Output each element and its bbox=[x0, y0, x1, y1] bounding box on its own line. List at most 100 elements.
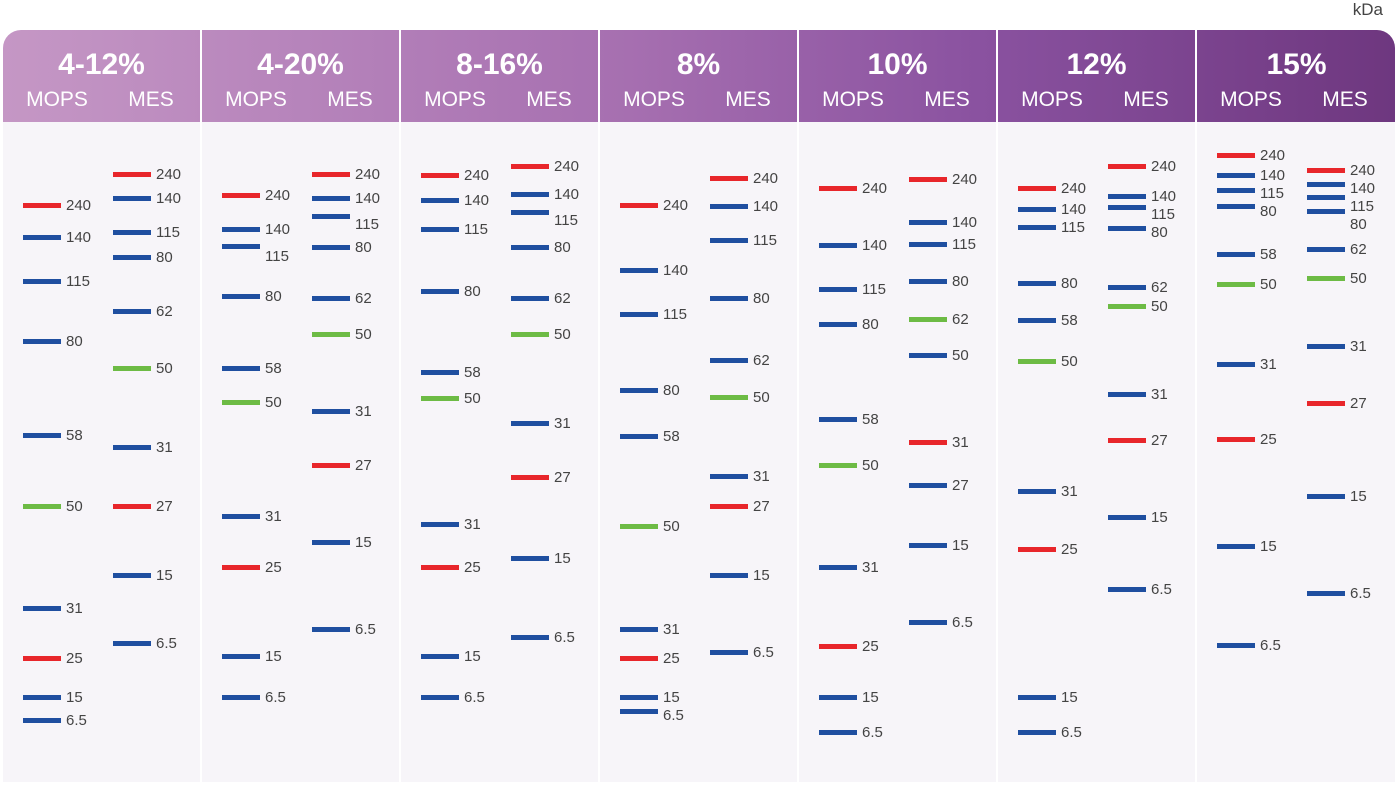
band-blue bbox=[113, 196, 151, 201]
band-label: 240 bbox=[753, 170, 779, 187]
band-label: 80 bbox=[1350, 216, 1367, 233]
band-blue bbox=[113, 230, 151, 235]
band-blue bbox=[1108, 285, 1146, 290]
band-label: 115 bbox=[554, 212, 578, 229]
band-blue bbox=[1018, 489, 1056, 494]
band-label: 240 bbox=[952, 171, 978, 188]
band-label: 58 bbox=[663, 428, 680, 445]
band-label: 115 bbox=[66, 273, 90, 290]
band-label: 31 bbox=[862, 559, 879, 576]
band-label: 31 bbox=[1260, 356, 1277, 373]
band-label: 115 bbox=[1350, 198, 1374, 215]
band-label: 15 bbox=[1260, 538, 1277, 555]
band-blue bbox=[421, 289, 459, 294]
band-blue bbox=[23, 606, 61, 611]
band-blue bbox=[1108, 392, 1146, 397]
band-label: 115 bbox=[952, 236, 976, 253]
gel-column-4-12pct: 4-12% MOPS 240 140 115 80 58 50 31 25 15 6.5 MES 240 1… bbox=[3, 30, 202, 782]
band-label: 25 bbox=[862, 638, 879, 655]
band-label: 15 bbox=[663, 689, 680, 706]
band-label: 58 bbox=[265, 360, 282, 377]
band-label: 115 bbox=[1151, 206, 1175, 223]
band-label: 25 bbox=[663, 650, 680, 667]
band-label: 25 bbox=[66, 650, 83, 667]
band-label: 6.5 bbox=[753, 644, 774, 661]
band-green bbox=[819, 463, 857, 468]
gel-title: 8-16% bbox=[456, 48, 543, 81]
band-label: 240 bbox=[1151, 158, 1177, 175]
band-green bbox=[1018, 359, 1056, 364]
band-label: 240 bbox=[1260, 147, 1286, 164]
band-blue bbox=[511, 635, 549, 640]
band-label: 25 bbox=[464, 559, 481, 576]
buffer-label-mes: MES bbox=[128, 88, 174, 111]
band-blue bbox=[421, 227, 459, 232]
band-blue bbox=[1307, 494, 1345, 499]
band-label: 50 bbox=[156, 360, 173, 377]
band-red bbox=[1307, 168, 1345, 173]
buffer-label-mes: MES bbox=[327, 88, 373, 111]
band-blue bbox=[1217, 643, 1255, 648]
band-blue bbox=[710, 650, 748, 655]
band-blue bbox=[909, 620, 947, 625]
band-blue bbox=[1108, 226, 1146, 231]
band-blue bbox=[819, 695, 857, 700]
band-blue bbox=[1217, 362, 1255, 367]
band-label: 240 bbox=[464, 167, 490, 184]
band-blue bbox=[1217, 252, 1255, 257]
band-label: 31 bbox=[952, 434, 969, 451]
band-red bbox=[1307, 401, 1345, 406]
band-label: 240 bbox=[554, 158, 580, 175]
band-label: 27 bbox=[952, 477, 969, 494]
band-label: 80 bbox=[66, 333, 83, 350]
band-label: 15 bbox=[753, 567, 770, 584]
band-label: 140 bbox=[156, 190, 182, 207]
band-blue bbox=[1307, 195, 1345, 200]
band-label: 15 bbox=[464, 648, 481, 665]
band-label: 140 bbox=[1061, 201, 1087, 218]
band-label: 50 bbox=[265, 394, 282, 411]
gel-column-8pct: 8% MOPS 240 140 115 80 58 50 31 25 15 6.5 MES 240 140 1… bbox=[600, 30, 799, 782]
band-blue bbox=[1018, 730, 1056, 735]
band-blue bbox=[222, 244, 260, 249]
band-label: 62 bbox=[952, 311, 969, 328]
band-red bbox=[312, 463, 350, 468]
band-green bbox=[113, 366, 151, 371]
band-label: 62 bbox=[355, 290, 372, 307]
band-blue bbox=[222, 294, 260, 299]
band-green bbox=[620, 524, 658, 529]
buffer-label-mops: MOPS bbox=[623, 88, 685, 111]
band-label: 115 bbox=[753, 232, 777, 249]
band-blue bbox=[312, 540, 350, 545]
band-blue bbox=[819, 565, 857, 570]
band-blue bbox=[620, 627, 658, 632]
band-blue bbox=[511, 296, 549, 301]
band-blue bbox=[1217, 173, 1255, 178]
band-label: 240 bbox=[355, 166, 381, 183]
band-blue bbox=[113, 445, 151, 450]
band-label: 15 bbox=[1350, 488, 1367, 505]
band-red bbox=[421, 565, 459, 570]
band-label: 58 bbox=[66, 427, 83, 444]
band-label: 80 bbox=[753, 290, 770, 307]
band-label: 50 bbox=[753, 389, 770, 406]
buffer-label-mops: MOPS bbox=[822, 88, 884, 111]
band-label: 80 bbox=[952, 273, 969, 290]
band-blue bbox=[710, 573, 748, 578]
gel-column-8-16pct: 8-16% MOPS 240 140 115 80 58 50 31 25 15 6.5 MES 240 1… bbox=[401, 30, 600, 782]
band-green bbox=[710, 395, 748, 400]
buffer-label-mes: MES bbox=[725, 88, 771, 111]
band-blue bbox=[710, 296, 748, 301]
band-label: 31 bbox=[753, 468, 770, 485]
band-blue bbox=[819, 322, 857, 327]
band-label: 140 bbox=[1260, 167, 1286, 184]
band-label: 140 bbox=[554, 186, 580, 203]
band-blue bbox=[1108, 205, 1146, 210]
band-label: 140 bbox=[66, 229, 92, 246]
band-green bbox=[222, 400, 260, 405]
band-label: 31 bbox=[663, 621, 680, 638]
band-label: 6.5 bbox=[862, 724, 883, 741]
band-label: 80 bbox=[1151, 224, 1168, 241]
gel-migration-chart: 4-12% MOPS 240 140 115 80 58 50 31 25 15 6.5 MES 240 1… bbox=[3, 30, 1395, 782]
band-label: 31 bbox=[156, 439, 173, 456]
